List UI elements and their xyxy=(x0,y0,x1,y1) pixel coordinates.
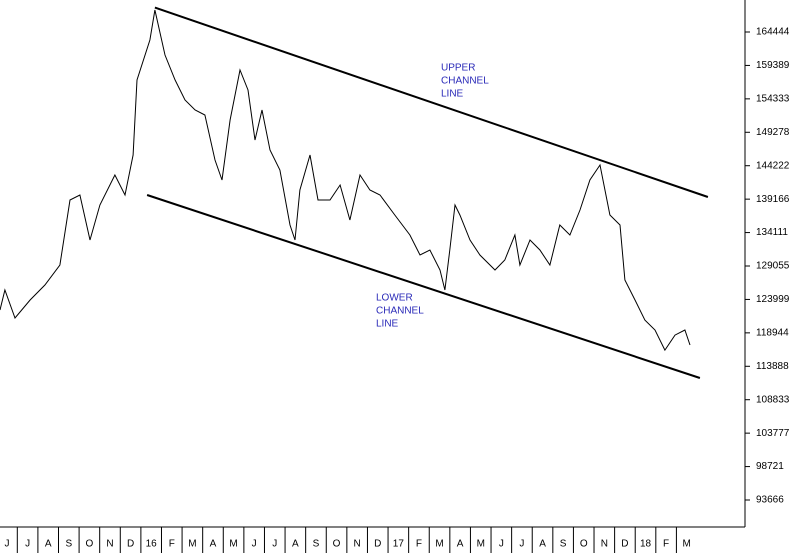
channel-line xyxy=(146,194,701,379)
x-tick-label: J xyxy=(5,539,10,550)
y-tick-label: 149278 xyxy=(756,127,790,138)
y-tick-label: 123999 xyxy=(756,294,790,305)
x-tick-label: 18 xyxy=(640,539,652,550)
y-tick-label: 113888 xyxy=(756,361,789,372)
x-tick-label: F xyxy=(169,539,175,550)
channel-line xyxy=(154,6,709,198)
y-tick-label: 139166 xyxy=(756,194,790,205)
x-tick-label: J xyxy=(25,539,30,550)
y-tick-label: 154333 xyxy=(756,93,790,104)
x-tick-label: A xyxy=(292,539,299,550)
x-tick-label: O xyxy=(86,539,94,550)
x-tick-label: A xyxy=(45,539,52,550)
x-tick-label: D xyxy=(127,539,134,550)
x-tick-label: J xyxy=(272,539,277,550)
y-tick-label: 129055 xyxy=(756,261,790,272)
price-line xyxy=(0,9,691,352)
x-tick-label: J xyxy=(519,539,524,550)
x-tick-label: A xyxy=(539,539,546,550)
x-tick-label: N xyxy=(106,539,113,550)
x-tick-label: N xyxy=(601,539,608,550)
y-tick-label: 93666 xyxy=(756,495,784,506)
x-tick-label: J xyxy=(499,539,504,550)
x-tick-label: O xyxy=(580,539,588,550)
y-tick-label: 144222 xyxy=(756,160,790,171)
x-tick-label: M xyxy=(477,539,485,550)
x-tick-label: A xyxy=(457,539,464,550)
x-tick-label: A xyxy=(210,539,217,550)
annotation: UPPER xyxy=(441,63,475,74)
x-tick-label: S xyxy=(313,539,320,550)
annotation: LINE xyxy=(441,89,464,100)
x-tick-label: J xyxy=(252,539,257,550)
x-tick-label: M xyxy=(683,539,691,550)
x-tick-label: F xyxy=(663,539,669,550)
x-tick-label: F xyxy=(416,539,422,550)
x-tick-label: S xyxy=(65,539,72,550)
annotation: CHANNEL xyxy=(376,306,424,317)
x-tick-label: M xyxy=(188,539,196,550)
x-tick-label: 17 xyxy=(393,539,405,550)
y-tick-label: 159389 xyxy=(756,60,790,71)
x-tick-label: M xyxy=(435,539,443,550)
y-tick-label: 103777 xyxy=(756,428,790,439)
y-tick-label: 118944 xyxy=(756,327,789,338)
x-tick-label: D xyxy=(621,539,628,550)
x-tick-label: M xyxy=(229,539,237,550)
x-tick-label: S xyxy=(560,539,567,550)
annotation: CHANNEL xyxy=(441,76,489,87)
x-tick-label: D xyxy=(374,539,381,550)
x-tick-label: 16 xyxy=(146,539,158,550)
x-tick-label: N xyxy=(354,539,361,550)
y-tick-label: 108833 xyxy=(756,394,790,405)
y-tick-label: 98721 xyxy=(756,461,784,472)
x-tick-label: O xyxy=(333,539,341,550)
y-tick-label: 134111 xyxy=(756,227,788,238)
y-tick-label: 164444 xyxy=(756,27,790,38)
annotation: LINE xyxy=(376,319,399,330)
annotation: LOWER xyxy=(376,293,413,304)
